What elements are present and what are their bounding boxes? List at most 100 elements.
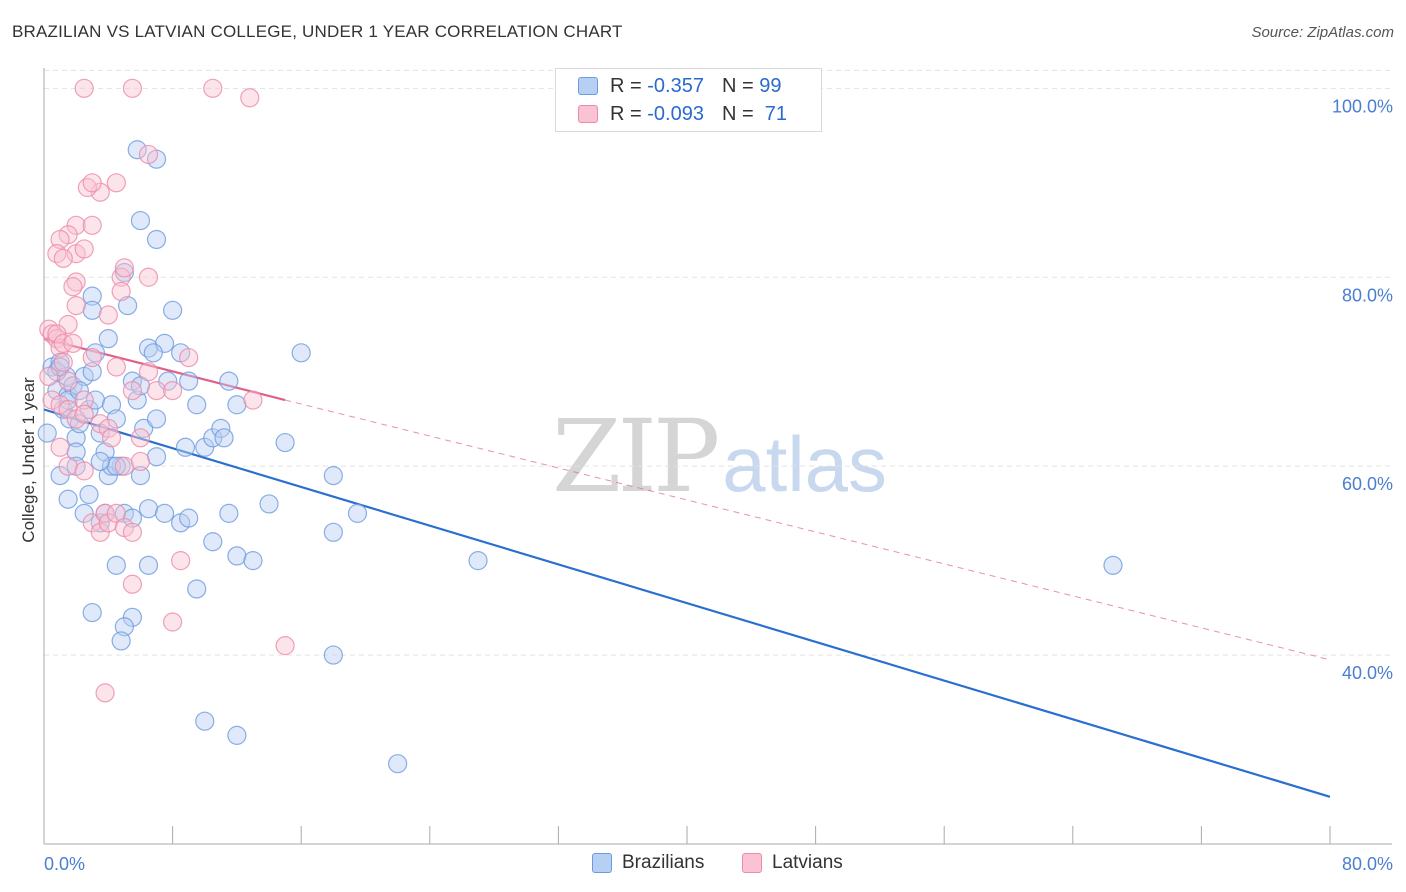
brazilian-point [388,754,408,774]
latvian-point [58,314,78,335]
latvians-trend-extension [285,399,1331,661]
brazilian-point [69,381,89,401]
latvians-trend-line [43,337,286,402]
brazilian-point [195,711,215,731]
brazilian-point [66,428,86,448]
latvian-point [58,456,78,476]
brazilian-point [468,551,488,571]
watermark-atlas: atlas [722,420,888,508]
brazilian-point [175,437,196,457]
brazilian-point [219,371,239,391]
series-legend: Brazilians Latvians [0,852,1406,878]
brazilian-point [58,489,78,509]
brazilian-point [347,503,368,523]
latvian-point [106,173,126,193]
y-tick-label: 80.0% [1342,285,1393,305]
brazilian-point [79,484,99,505]
latvian-point [275,636,295,656]
brazilian-point [323,522,343,542]
latvian-point [47,324,67,344]
brazilian-point [243,551,263,571]
brazilian-point [1103,555,1123,575]
latvian-point [101,428,122,448]
latvian-point [146,381,167,401]
legend-n-label: N = [721,102,754,125]
brazilian-point [323,466,343,486]
y-axis-title: College, Under 1 year [19,377,38,543]
brazilian-point [127,140,147,160]
brazilian-point [117,295,138,316]
latvian-point [58,371,78,391]
legend-item-latvians[interactable]: Latvians [742,852,843,874]
brazilian-point [227,395,247,415]
watermark-zip: ZIP [552,398,720,515]
brazilian-point [203,532,223,552]
brazilian-point [82,300,102,320]
brazilian-point [101,395,122,415]
latvian-point [114,456,134,476]
latvian-point [163,612,183,632]
brazilian-point [227,546,247,566]
latvian-point [106,357,126,377]
brazilian-point [259,494,279,514]
brazilian-point [90,451,110,472]
latvian-point [111,281,131,302]
brazilian-point [179,508,199,528]
latvian-point [74,461,94,481]
stats-legend: R = -0.357 N = 99 R = -0.093 N = 71 [555,68,822,132]
y-tick-label: 40.0% [1342,663,1393,683]
latvian-point [50,437,70,457]
brazilian-point [214,428,234,448]
source-label: Source: ZipAtlas.com [1251,24,1394,41]
latvian-point [74,404,94,424]
watermark: ZIPatlas [552,398,887,515]
legend-r-value: -0.357 [647,74,704,97]
legend-r-value: -0.093 [647,102,704,125]
latvian-point [138,362,159,382]
latvian-point [74,390,94,410]
legend-row-brazilians: R = -0.357 N = 99 [578,73,781,99]
latvian-point [171,551,191,571]
latvian-point [240,88,260,108]
brazilian-point [143,343,163,363]
brazilian-point [291,343,311,363]
latvian-point [39,366,59,387]
brazilian-point [114,617,134,637]
legend-item-brazilians[interactable]: Brazilians [592,852,704,874]
axes [43,68,1392,845]
brazilian-point [111,631,131,651]
latvians-swatch [742,853,762,873]
brazilian-point [187,579,207,599]
brazilian-point [154,333,175,353]
latvian-point [138,144,159,165]
brazilian-point [82,286,102,306]
axis-labels: 40.0% 60.0% 80.0% 100.0% 0.0% 80.0% College, U… [19,96,1393,874]
latvian-point [114,258,134,278]
latvian-point [243,390,263,410]
latvian-point [66,295,86,316]
brazilian-point [138,499,159,519]
brazilian-point [146,409,167,429]
brazilian-point [98,329,118,349]
brazilian-point [275,432,295,453]
brazilian-point [37,423,57,443]
latvian-point [53,333,73,353]
latvian-point [63,333,83,353]
brazilian-point [146,447,167,467]
latvians-swatch [578,105,598,123]
brazilian-point [95,442,115,462]
latvian-point [122,522,143,542]
legend-n-label: N = [721,74,754,97]
latvian-point [50,229,70,250]
latvian-point [53,248,73,268]
brazilian-point [130,210,151,231]
latvian-point [98,305,118,325]
brazilian-point [130,466,151,486]
brazilian-point [163,300,183,320]
brazilian-point [82,602,102,623]
latvian-point [138,267,159,287]
chart-title: BRAZILIAN VS LATVIAN COLLEGE, UNDER 1 YE… [12,22,623,41]
brazilian-point [106,555,126,575]
legend-brazilians-label: Brazilians [622,852,705,873]
legend-row-latvians: R = -0.093 N = 71 [578,101,787,127]
